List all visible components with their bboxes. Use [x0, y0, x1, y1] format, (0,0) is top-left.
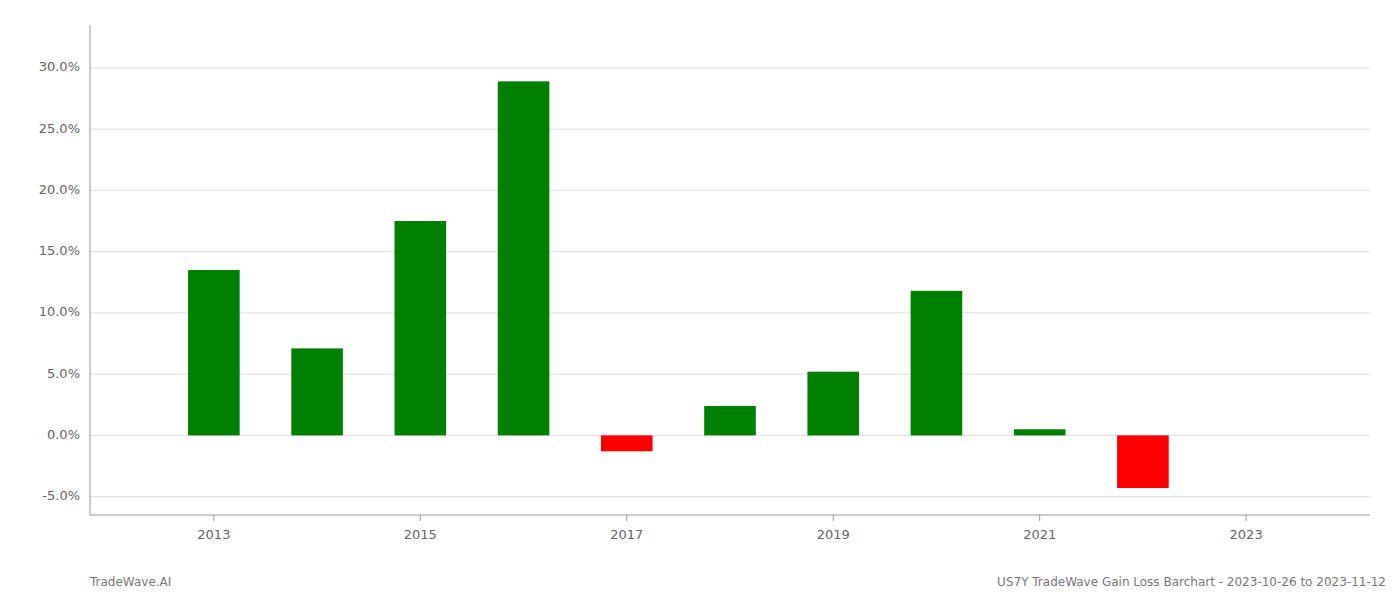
y-axis-line [90, 25, 91, 515]
x-tick-label: 2015 [404, 527, 437, 542]
x-tick [1246, 515, 1247, 521]
bar [498, 81, 550, 435]
y-tick-label: 10.0% [39, 304, 80, 319]
y-tick-label: 0.0% [47, 427, 80, 442]
bars [188, 81, 1169, 488]
grid-line [90, 129, 1370, 130]
x-tick-label: 2021 [1023, 527, 1056, 542]
grid-line [90, 190, 1370, 191]
y-tick-label: 15.0% [39, 243, 80, 258]
bar [601, 435, 653, 451]
x-tick-label: 2017 [610, 527, 643, 542]
y-tick-label: 25.0% [39, 121, 80, 136]
grid-line [90, 251, 1370, 252]
footer-right: US7Y TradeWave Gain Loss Barchart - 2023… [997, 575, 1386, 589]
grid-line [90, 312, 1370, 313]
y-tick-label: 5.0% [47, 366, 80, 381]
grid-line [90, 67, 1370, 68]
footer-left: TradeWave.AI [89, 575, 171, 589]
y-tick-labels: -5.0% 0.0% 5.0% 10.0% 15.0% 20.0% 25.0% 30.0% [39, 59, 80, 503]
bar [807, 372, 859, 436]
bar [188, 270, 240, 435]
x-tick [833, 515, 834, 521]
grid-line [90, 496, 1370, 497]
x-tick-label: 2023 [1230, 527, 1263, 542]
x-tick [1039, 515, 1040, 521]
grid-line [90, 374, 1370, 375]
bar [395, 221, 447, 435]
footer: TradeWave.AI US7Y TradeWave Gain Loss Bar… [89, 575, 1386, 589]
x-tick [420, 515, 421, 521]
bar [911, 291, 963, 436]
x-tick-label: 2013 [197, 527, 230, 542]
background [0, 0, 1400, 600]
x-tick [213, 515, 214, 521]
x-axis-line [90, 515, 1370, 516]
bar [291, 348, 343, 435]
y-grid [90, 68, 1370, 497]
bar [704, 406, 756, 435]
y-tick-label: 20.0% [39, 182, 80, 197]
bar [1117, 435, 1169, 488]
y-tick-label: 30.0% [39, 59, 80, 74]
x-tick-label: 2019 [817, 527, 850, 542]
axes [90, 25, 1370, 515]
x-ticks: 2013 2015 2017 2019 2021 2023 [197, 515, 1262, 542]
chart-container: -5.0% 0.0% 5.0% 10.0% 15.0% 20.0% 25.0% 30.0% 20… [0, 0, 1400, 600]
chart: -5.0% 0.0% 5.0% 10.0% 15.0% 20.0% 25.0% 30.0% 20… [0, 0, 1400, 600]
bar [1014, 429, 1066, 435]
x-tick [626, 515, 627, 521]
y-tick-label: -5.0% [42, 488, 80, 503]
